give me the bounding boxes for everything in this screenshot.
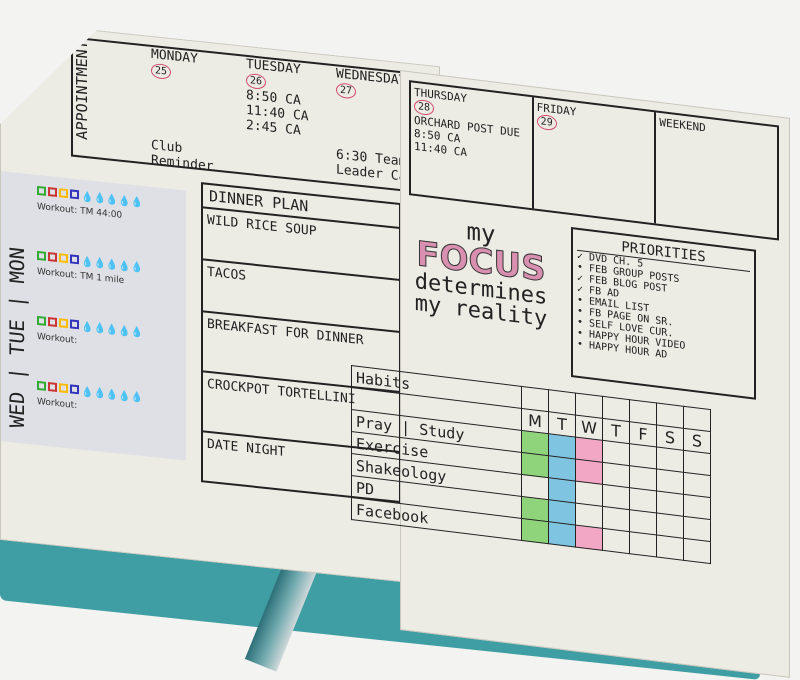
priorities-box: PRIORITIES ✓ DVD CH. 5 • FEB GROUP POSTS ✓… [571, 226, 756, 400]
day-tuesday: TUESDAY 26 8:50 CA 11:40 CA 2:45 CA [246, 57, 346, 144]
bullet-icon: • [577, 338, 590, 352]
habit-cell[interactable] [656, 534, 684, 561]
tracker-row: 💧💧💧💧💧 Workout: [37, 313, 183, 359]
habit-tracker-sticker: WED | TUE | MON 💧💧💧💧💧 Workout: TM 44:00 💧… [1, 171, 186, 460]
entry: Club Reminder [151, 137, 214, 175]
day-weekend: WEEKEND [656, 112, 777, 238]
day-monday: MONDAY 25 Club Reminder [151, 47, 251, 179]
appointment-label: APPOINTMENT [73, 39, 91, 141]
habit-grid: Habits M T W T F S S Pray | Study Exercise Shakeo… [351, 365, 711, 564]
day-friday: FRIDAY 29 [533, 97, 657, 224]
tracker-day-labels: WED | TUE | MON [5, 245, 29, 430]
tracker-row: 💧💧💧💧💧 Workout: TM 1 mile [37, 248, 183, 294]
habit-cell[interactable] [629, 531, 657, 557]
habit-cell[interactable] [575, 525, 603, 551]
right-page: THURSDAY 28 ORCHARD POST DUE 8:50 CA 11:… [351, 70, 790, 678]
date-circle: 29 [536, 113, 557, 132]
week-box: THURSDAY 28 ORCHARD POST DUE 8:50 CA 11:… [409, 80, 779, 241]
workout-rows: 💧💧💧💧💧 Workout: TM 44:00 💧💧💧💧💧 Workout: TM … [37, 183, 183, 458]
focus-quote: my FOCUS determines my reality [401, 211, 561, 333]
habit-cell[interactable] [521, 518, 549, 544]
date-circle: 27 [336, 82, 356, 99]
tracker-row: 💧💧💧💧💧 Workout: TM 44:00 [37, 183, 183, 229]
habit-cell[interactable] [602, 528, 630, 554]
priorities-list: ✓ DVD CH. 5 • FEB GROUP POSTS ✓ FEB BLOG P… [577, 251, 750, 371]
habit-cell[interactable] [683, 538, 711, 564]
date-circle: 25 [151, 63, 171, 80]
day-name: WEEKEND [659, 115, 706, 135]
habit-cell[interactable] [548, 521, 576, 548]
tracker-row: 💧💧💧💧💧 Workout: [37, 378, 183, 424]
day-thursday: THURSDAY 28 ORCHARD POST DUE 8:50 CA 11:… [411, 82, 534, 209]
